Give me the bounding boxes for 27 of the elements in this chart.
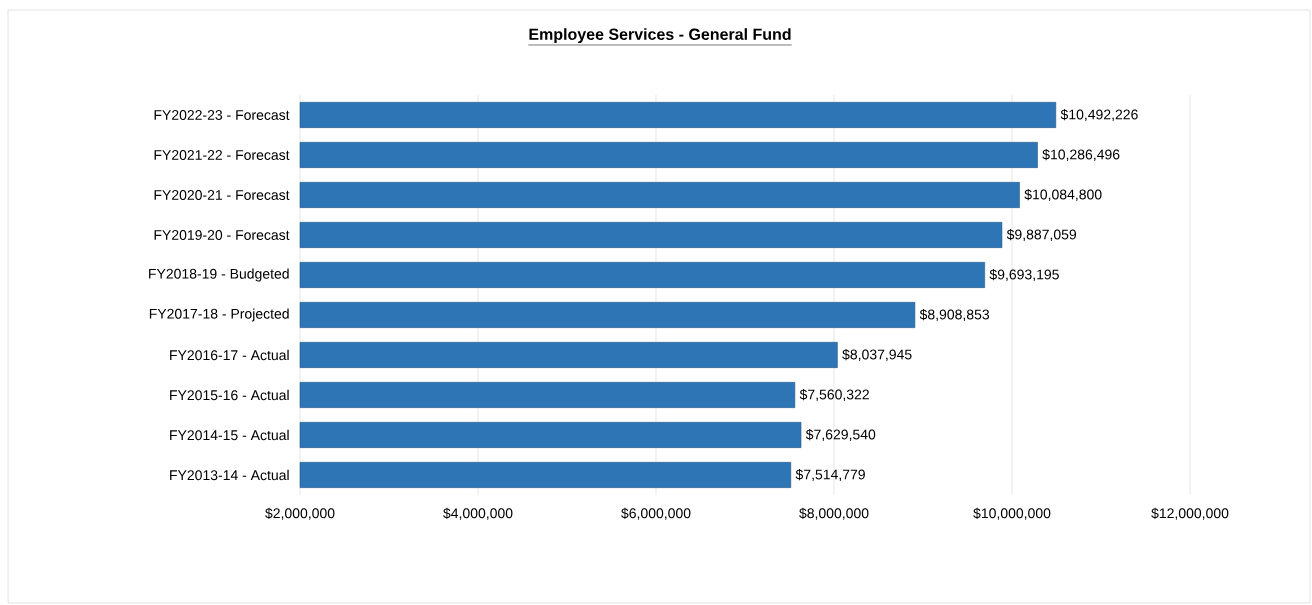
data-label: $7,514,779 (795, 468, 865, 482)
data-label: $8,037,945 (842, 348, 912, 362)
y-tick-label: FY2016-17 - Actual (170, 349, 289, 361)
x-tick-label: $10,000,000 (973, 507, 1051, 520)
data-label: $9,887,059 (1006, 228, 1077, 242)
y-tick-label: FY2018-19 - Budgeted (149, 268, 289, 282)
y-tick-label: FY2020-21 - Forecast (154, 190, 290, 200)
x-tick-label: $12,000,000 (1151, 507, 1229, 520)
y-tick-label: FY2013-14 - Actual (170, 469, 289, 481)
y-tick-label: FY2021-22 - Forecast (154, 150, 290, 160)
data-label: $7,629,540 (805, 428, 876, 442)
data-label: $8,908,853 (919, 308, 990, 322)
chart-title: Employee Services - General Fund (529, 28, 791, 44)
data-label: $10,286,496 (1042, 148, 1120, 162)
y-tick-label: FY2015-16 - Actual (170, 389, 289, 401)
data-label: $7,560,322 (799, 388, 869, 402)
y-tick-label: FY2019-20 - Forecast (154, 230, 290, 240)
y-tick-label: FY2017-18 - Projected (149, 308, 289, 322)
data-label: $10,492,226 (1060, 108, 1138, 122)
x-tick-label: $2,000,000 (265, 507, 335, 520)
data-label: $9,693,195 (989, 268, 1059, 282)
data-label: $10,084,800 (1024, 188, 1102, 202)
y-tick-label: FY2022-23 - Forecast (154, 110, 290, 120)
x-tick-label: $4,000,000 (443, 507, 513, 520)
x-tick-label: $8,000,000 (799, 507, 869, 520)
x-tick-label: $6,000,000 (621, 507, 691, 520)
y-tick-label: FY2014-15 - Actual (170, 429, 289, 441)
